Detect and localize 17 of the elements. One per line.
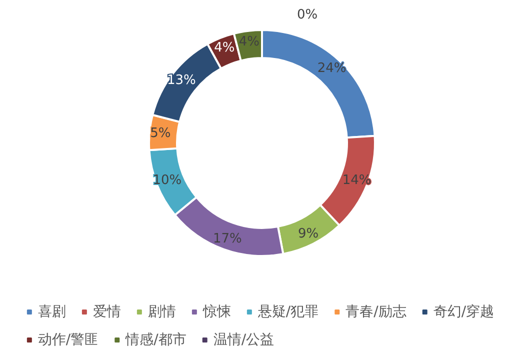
legend-label: 喜剧 [38,304,66,320]
legend-label: 奇幻/穿越 [433,304,494,320]
legend-label: 悬疑/犯罪 [256,304,319,320]
data-label: 9% [298,226,319,242]
data-label: 13% [166,72,196,88]
legend-label: 剧情 [148,304,176,320]
legend-label: 情感/都市 [124,332,186,348]
legend-label: 惊悚 [202,304,231,320]
legend-label: 青春/励志 [346,304,406,320]
data-label: 17% [212,231,242,246]
legend-label: 温情/公益 [213,332,274,348]
legend-label: 爱情 [92,304,121,320]
legend-label: 动作/警匪 [38,332,99,348]
data-label: 5% [150,126,171,141]
data-label: 24% [317,61,346,76]
data-label: 4% [214,40,235,56]
text: 0% [297,8,318,22]
